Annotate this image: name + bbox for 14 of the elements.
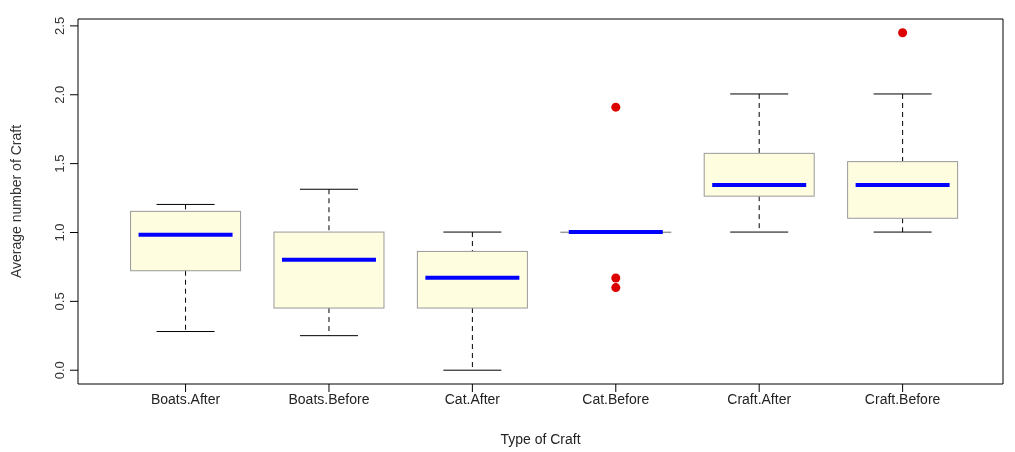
x-tick-label: Boats.Before	[288, 390, 370, 407]
x-tick-label: Cat.Before	[582, 390, 650, 407]
x-axis-title: Type of Craft	[500, 431, 581, 447]
y-tick-label: 1.0	[52, 223, 67, 242]
y-tick-label: 2.0	[52, 85, 67, 104]
y-axis-title: Average number of Craft	[7, 124, 24, 279]
y-tick-label: 0.5	[52, 292, 67, 311]
y-tick-label: 0.0	[52, 361, 67, 380]
x-tick-label: Cat.After	[444, 390, 501, 407]
y-tick-label: 1.5	[52, 154, 67, 173]
x-tick-label: Craft.Before	[864, 390, 941, 407]
y-tick-label: 2.5	[52, 16, 67, 35]
x-tick-label: Craft.After	[727, 390, 792, 407]
x-tick-label: Boats.After	[150, 390, 221, 407]
